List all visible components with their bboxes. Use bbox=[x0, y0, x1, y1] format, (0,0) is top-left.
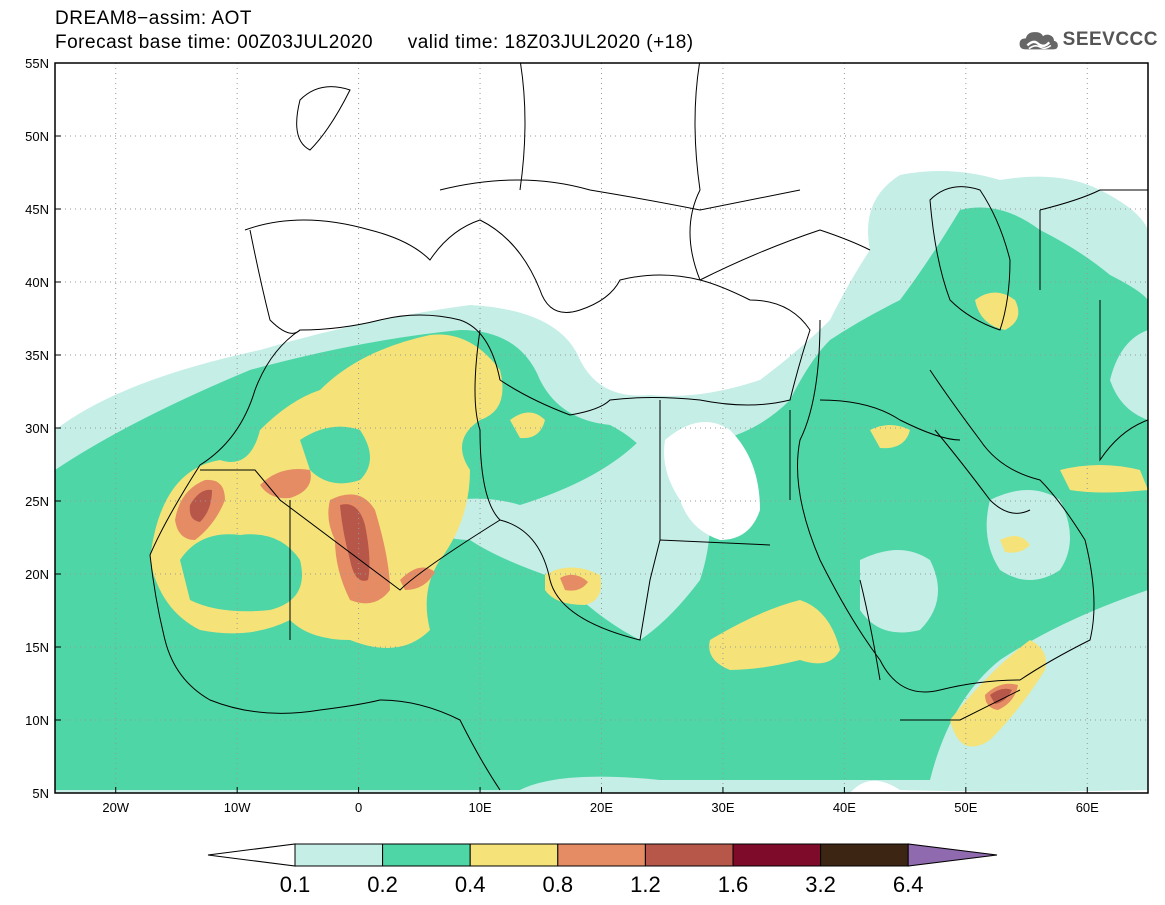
lat-tick-label: 50N bbox=[25, 129, 49, 144]
logo-text: SEEVCCC bbox=[1062, 29, 1158, 50]
colorbar-label: 0.8 bbox=[542, 872, 574, 897]
lat-tick-label: 25N bbox=[25, 494, 49, 509]
lat-tick-label: 45N bbox=[25, 202, 49, 217]
colorbar-swatch bbox=[732, 843, 822, 867]
colorbar-over-triangle bbox=[907, 843, 998, 867]
colorbar-swatch bbox=[469, 843, 559, 867]
colorbar-label: 0.2 bbox=[367, 872, 398, 897]
lon-tick-label: 60E bbox=[1076, 800, 1099, 815]
lon-tick-label: 20E bbox=[590, 800, 613, 815]
colorbar-swatch bbox=[382, 843, 471, 867]
lon-tick-label: 20W bbox=[102, 800, 129, 815]
lon-tick-label: 40E bbox=[833, 800, 856, 815]
colorbar-label: 3.2 bbox=[805, 872, 836, 897]
colorbar-swatch bbox=[557, 843, 646, 867]
lon-tick-label: 10W bbox=[224, 800, 251, 815]
colorbar-label: 0.1 bbox=[279, 872, 311, 897]
seevccc-logo: SEEVCCC bbox=[1018, 22, 1158, 58]
lat-tick-label: 20N bbox=[25, 567, 49, 582]
colorbar-label: 6.4 bbox=[892, 872, 924, 897]
colorbar-label: 0.4 bbox=[454, 872, 486, 897]
lon-tick-label: 50E bbox=[954, 800, 977, 815]
colorbar-under-triangle bbox=[207, 843, 296, 867]
colorbar-swatch bbox=[294, 843, 384, 867]
cloud-icon bbox=[1019, 32, 1058, 50]
colorbar bbox=[207, 843, 998, 867]
chart-title: DREAM8−assim: AOT bbox=[55, 8, 252, 29]
coastlines bbox=[149, 63, 1148, 791]
map-grid bbox=[55, 63, 1148, 793]
lon-tick-label: 30E bbox=[711, 800, 734, 815]
colorbar-swatch bbox=[644, 843, 734, 867]
lat-tick-label: 30N bbox=[25, 421, 49, 436]
lat-tick-label: 15N bbox=[25, 640, 49, 655]
lat-tick-label: 55N bbox=[25, 56, 49, 71]
lat-tick-label: 35N bbox=[25, 348, 49, 363]
lat-tick-label: 10N bbox=[25, 713, 49, 728]
colorbar-label: 1.2 bbox=[630, 872, 661, 897]
lon-tick-label: 10E bbox=[468, 800, 491, 815]
lat-tick-label: 40N bbox=[25, 275, 49, 290]
longitude-labels: 20W 10W 0 10E 20E 30E 40E 50E 60E bbox=[102, 787, 1099, 815]
aot-contour-1.2 bbox=[189, 489, 212, 522]
colorbar-label: 1.6 bbox=[717, 872, 749, 897]
latitude-labels: 55N 50N 45N 40N 35N 30N 25N 20N 15N 10N 5N bbox=[25, 56, 61, 801]
colorbar-swatch bbox=[820, 843, 909, 867]
lat-tick-label: 5N bbox=[32, 786, 49, 801]
lon-tick-label: 0 bbox=[355, 800, 362, 815]
forecast-time-line: Forecast base time: 00Z03JUL2020 valid t… bbox=[55, 32, 694, 53]
